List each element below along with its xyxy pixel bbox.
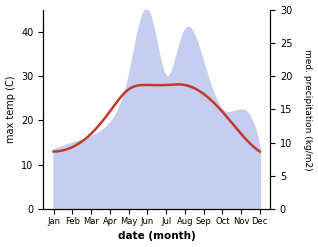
Y-axis label: med. precipitation (kg/m2): med. precipitation (kg/m2) [303, 49, 313, 170]
X-axis label: date (month): date (month) [118, 231, 196, 242]
Y-axis label: max temp (C): max temp (C) [5, 76, 16, 143]
